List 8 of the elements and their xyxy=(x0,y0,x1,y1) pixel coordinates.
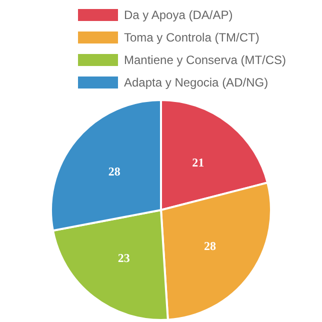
legend-label: Da y Apoya (DA/AP) xyxy=(124,8,233,22)
data-label: 28 xyxy=(204,238,216,253)
data-label: 21 xyxy=(192,155,204,170)
legend-label: Toma y Controla (TM/CT) xyxy=(124,30,260,44)
data-label: 23 xyxy=(118,251,130,266)
data-label: 28 xyxy=(108,164,120,179)
legend-label: Mantiene y Conserva (MT/CS) xyxy=(124,53,286,67)
legend-label: Adapta y Negocia (AD/NG) xyxy=(124,76,268,90)
